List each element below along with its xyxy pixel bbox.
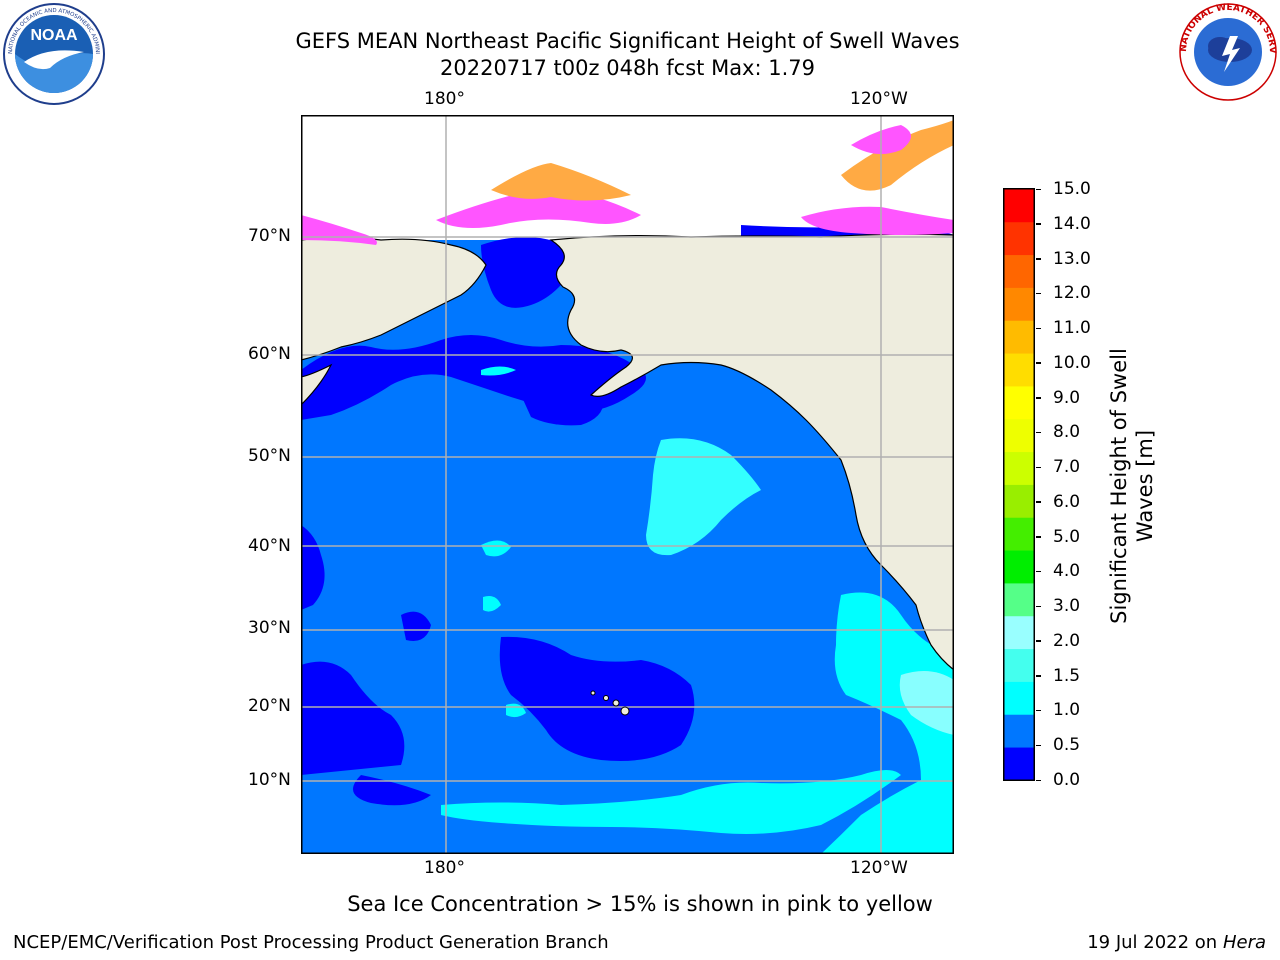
sea-ice-caption: Sea Ice Concentration > 15% is shown in … — [347, 892, 933, 916]
lon-label-top-180: 180° — [424, 89, 465, 109]
colorbar-tick-label: 10.0 — [1053, 352, 1091, 373]
colorbar-tick-label: 14.0 — [1053, 213, 1091, 234]
lat-label-30n: 30°N — [248, 618, 291, 638]
lat-label-50n: 50°N — [248, 446, 291, 466]
colorbar-tick-mark — [1036, 536, 1041, 538]
colorbar — [1003, 188, 1035, 781]
colorbar-swatch — [1004, 747, 1034, 781]
colorbar-tick-mark — [1036, 188, 1041, 190]
colorbar-tick-mark — [1036, 397, 1041, 399]
swell-band-1.0-1.5 — [441, 366, 954, 854]
colorbar-tick-mark — [1036, 258, 1041, 260]
colorbar-tick-label: 6.0 — [1053, 491, 1081, 512]
footer-host: Hera — [1222, 932, 1266, 953]
colorbar-swatch — [1004, 353, 1034, 387]
lat-label-20n: 20°N — [248, 696, 291, 716]
colorbar-tick-label: 0.0 — [1053, 770, 1081, 790]
colorbar-swatch — [1004, 189, 1034, 223]
colorbar-tick-mark — [1036, 779, 1041, 781]
colorbar-tick-label: 4.0 — [1053, 561, 1081, 582]
colorbar-swatch — [1004, 484, 1034, 518]
colorbar-swatch — [1004, 254, 1034, 288]
colorbar-tick-mark — [1036, 640, 1041, 642]
colorbar-swatch — [1004, 517, 1034, 551]
colorbar-tick-label: 3.0 — [1053, 596, 1081, 617]
colorbar-title: Significant Height of Swell Waves [m] — [1106, 316, 1158, 656]
colorbar-swatches — [1003, 188, 1035, 781]
colorbar-tick-mark — [1036, 570, 1041, 573]
graticule — [301, 115, 954, 854]
colorbar-swatch — [1004, 320, 1034, 354]
chart-subtitle: 20220717 t00z 048h fcst Max: 1.79 — [440, 56, 815, 80]
map-frame — [301, 115, 954, 854]
colorbar-tick-mark — [1036, 327, 1041, 330]
colorbar-tick-mark — [1036, 466, 1041, 469]
colorbar-swatch — [1004, 681, 1034, 715]
colorbar-tick-label: 2.0 — [1053, 630, 1081, 651]
colorbar-swatch — [1004, 451, 1034, 485]
colorbar-swatch — [1004, 583, 1034, 617]
noaa-logo-text: NOAA — [30, 27, 78, 44]
colorbar-tick-label: 0.5 — [1053, 735, 1081, 756]
colorbar-swatch — [1004, 287, 1034, 321]
noaa-logo: NOAA NATIONAL OCEANIC AND ATMOSPHERIC AD… — [0, 0, 106, 106]
land — [301, 233, 954, 671]
colorbar-tick-label: 7.0 — [1053, 457, 1081, 478]
colorbar-tick-label: 1.5 — [1053, 665, 1081, 686]
colorbar-title-line1: Significant Height of Swell — [1107, 348, 1131, 624]
national-weather-service-logo: NATIONAL WEATHER SERVICE — [1175, 0, 1278, 102]
colorbar-swatch — [1004, 714, 1034, 748]
colorbar-tick-mark — [1036, 605, 1041, 608]
colorbar-tick-label: 13.0 — [1053, 248, 1091, 269]
swell-band-1.5-2.0 — [899, 671, 954, 735]
chart-title: GEFS MEAN Northeast Pacific Significant … — [295, 29, 960, 53]
colorbar-tick-mark — [1036, 292, 1041, 295]
footer-date: 19 Jul 2022 on Hera — [1087, 932, 1266, 954]
colorbar-tick-mark — [1036, 431, 1041, 434]
colorbar-title-line2: Waves [m] — [1133, 429, 1157, 543]
colorbar-tick-label: 9.0 — [1053, 387, 1081, 408]
lat-label-70n: 70°N — [248, 226, 291, 246]
colorbar-frame — [1003, 188, 1035, 781]
lon-label-top-120w: 120°W — [850, 89, 908, 109]
swell-height-map — [301, 115, 954, 854]
lon-label-bottom-120w: 120°W — [850, 858, 908, 878]
colorbar-swatch — [1004, 418, 1034, 453]
hawaiian-islands — [590, 690, 630, 716]
colorbar-tick-label: 11.0 — [1053, 318, 1091, 339]
colorbar-swatch — [1004, 648, 1034, 682]
colorbar-tick-label: 12.0 — [1053, 283, 1091, 304]
colorbar-tick-label: 8.0 — [1053, 422, 1081, 443]
colorbar-tick-mark — [1036, 675, 1041, 677]
colorbar-tick-mark — [1036, 223, 1041, 225]
lat-label-10n: 10°N — [248, 770, 291, 790]
colorbar-swatch — [1004, 386, 1034, 420]
colorbar-swatch — [1004, 221, 1034, 256]
lon-label-bottom-180: 180° — [424, 858, 465, 878]
colorbar-tick-label: 1.0 — [1053, 700, 1081, 721]
colorbar-tick-mark — [1036, 501, 1041, 503]
footer-org: NCEP/EMC/Verification Post Processing Pr… — [13, 932, 609, 953]
footer-date-text: 19 Jul 2022 on — [1087, 932, 1223, 953]
colorbar-ticks: 15.0 14.0 13.0 12.0 11.0 10.0 9.0 8.0 7.0 6.0 5.0 4… — [1036, 0, 1116, 960]
colorbar-swatch — [1004, 550, 1034, 584]
colorbar-tick-mark — [1036, 709, 1041, 712]
colorbar-swatch — [1004, 615, 1034, 650]
colorbar-tick-mark — [1036, 362, 1041, 364]
lat-label-40n: 40°N — [248, 536, 291, 556]
colorbar-tick-label: 5.0 — [1053, 526, 1081, 547]
lat-label-60n: 60°N — [248, 344, 291, 364]
colorbar-tick-mark — [1036, 744, 1041, 747]
colorbar-tick-label: 15.0 — [1053, 179, 1091, 199]
sea-ice — [301, 120, 954, 245]
